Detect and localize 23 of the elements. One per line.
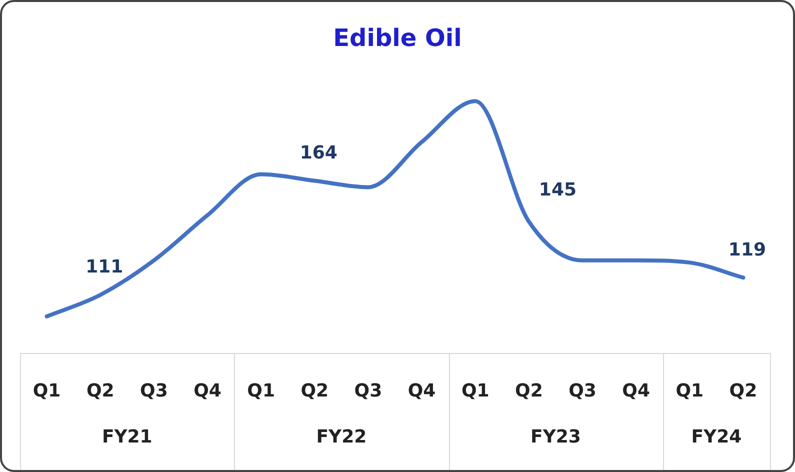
x-tick-label: Q1 bbox=[461, 380, 490, 402]
text: FY23 bbox=[530, 426, 581, 448]
x-tick-label: Q1 bbox=[32, 380, 61, 402]
x-tick-label: Q4 bbox=[622, 380, 650, 402]
x-tick-label: Q4 bbox=[408, 380, 436, 402]
text: FY22 bbox=[316, 426, 367, 448]
x-tick-label: Q2 bbox=[729, 380, 758, 402]
x-tick-label: Q3 bbox=[140, 380, 168, 402]
data-label: 111 bbox=[86, 256, 124, 278]
data-label: 119 bbox=[728, 239, 766, 260]
x-tick-label: Q1 bbox=[247, 380, 275, 402]
data-label: 164 bbox=[300, 142, 338, 164]
x-tick-label: Q2 bbox=[515, 380, 543, 402]
data-label: 145 bbox=[538, 179, 577, 200]
chart-title: Edible Oil bbox=[332, 24, 463, 52]
x-tick-label: Q1 bbox=[676, 380, 704, 402]
x-tick-label: Q3 bbox=[568, 380, 596, 402]
x-tick-label: Q2 bbox=[300, 380, 329, 402]
x-tick-label: Q3 bbox=[354, 380, 382, 402]
x-tick-label: Q4 bbox=[194, 380, 222, 402]
text: FY24 bbox=[691, 426, 742, 448]
text: FY21 bbox=[102, 426, 152, 448]
x-tick-label: Q2 bbox=[86, 380, 114, 402]
